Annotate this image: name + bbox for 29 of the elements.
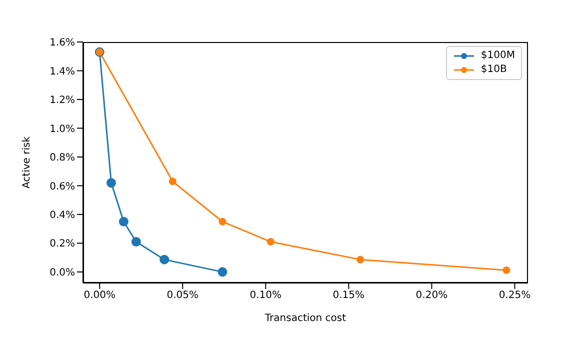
x-tick-label: 0.00% <box>84 290 116 302</box>
point <box>218 218 226 226</box>
point <box>118 216 128 226</box>
point <box>218 267 228 277</box>
point <box>106 178 116 188</box>
point <box>131 237 141 247</box>
x-tick-label: 0.05% <box>166 290 199 302</box>
y-axis-title: Active risk <box>22 136 33 189</box>
y-tick-label: 0.8% <box>50 152 75 164</box>
y-tick-label: 1.4% <box>50 66 75 78</box>
x-tick-label: 0.15% <box>332 290 365 302</box>
point <box>502 266 510 274</box>
x-tick-label: 0.10% <box>250 290 282 302</box>
point <box>168 178 176 186</box>
legend-label: $100M <box>480 49 515 63</box>
point <box>160 254 170 264</box>
legend-label: $10B <box>480 63 507 77</box>
y-tick-label: 0.6% <box>50 181 75 192</box>
y-tick-label: 0.4% <box>50 210 75 221</box>
y-tick-label: 0.2% <box>50 238 75 250</box>
x-tick-label: 0.25% <box>498 290 531 302</box>
point <box>266 238 274 246</box>
y-tick-label: 1.6% <box>50 38 75 49</box>
x-axis-title: Transaction cost <box>264 313 346 324</box>
y-tick-label: 1.0% <box>50 124 75 135</box>
point <box>356 256 364 264</box>
y-tick-label: 1.2% <box>50 95 75 106</box>
x-tick-label: 0.20% <box>416 290 448 302</box>
y-tick-label: 0.0% <box>50 267 75 278</box>
